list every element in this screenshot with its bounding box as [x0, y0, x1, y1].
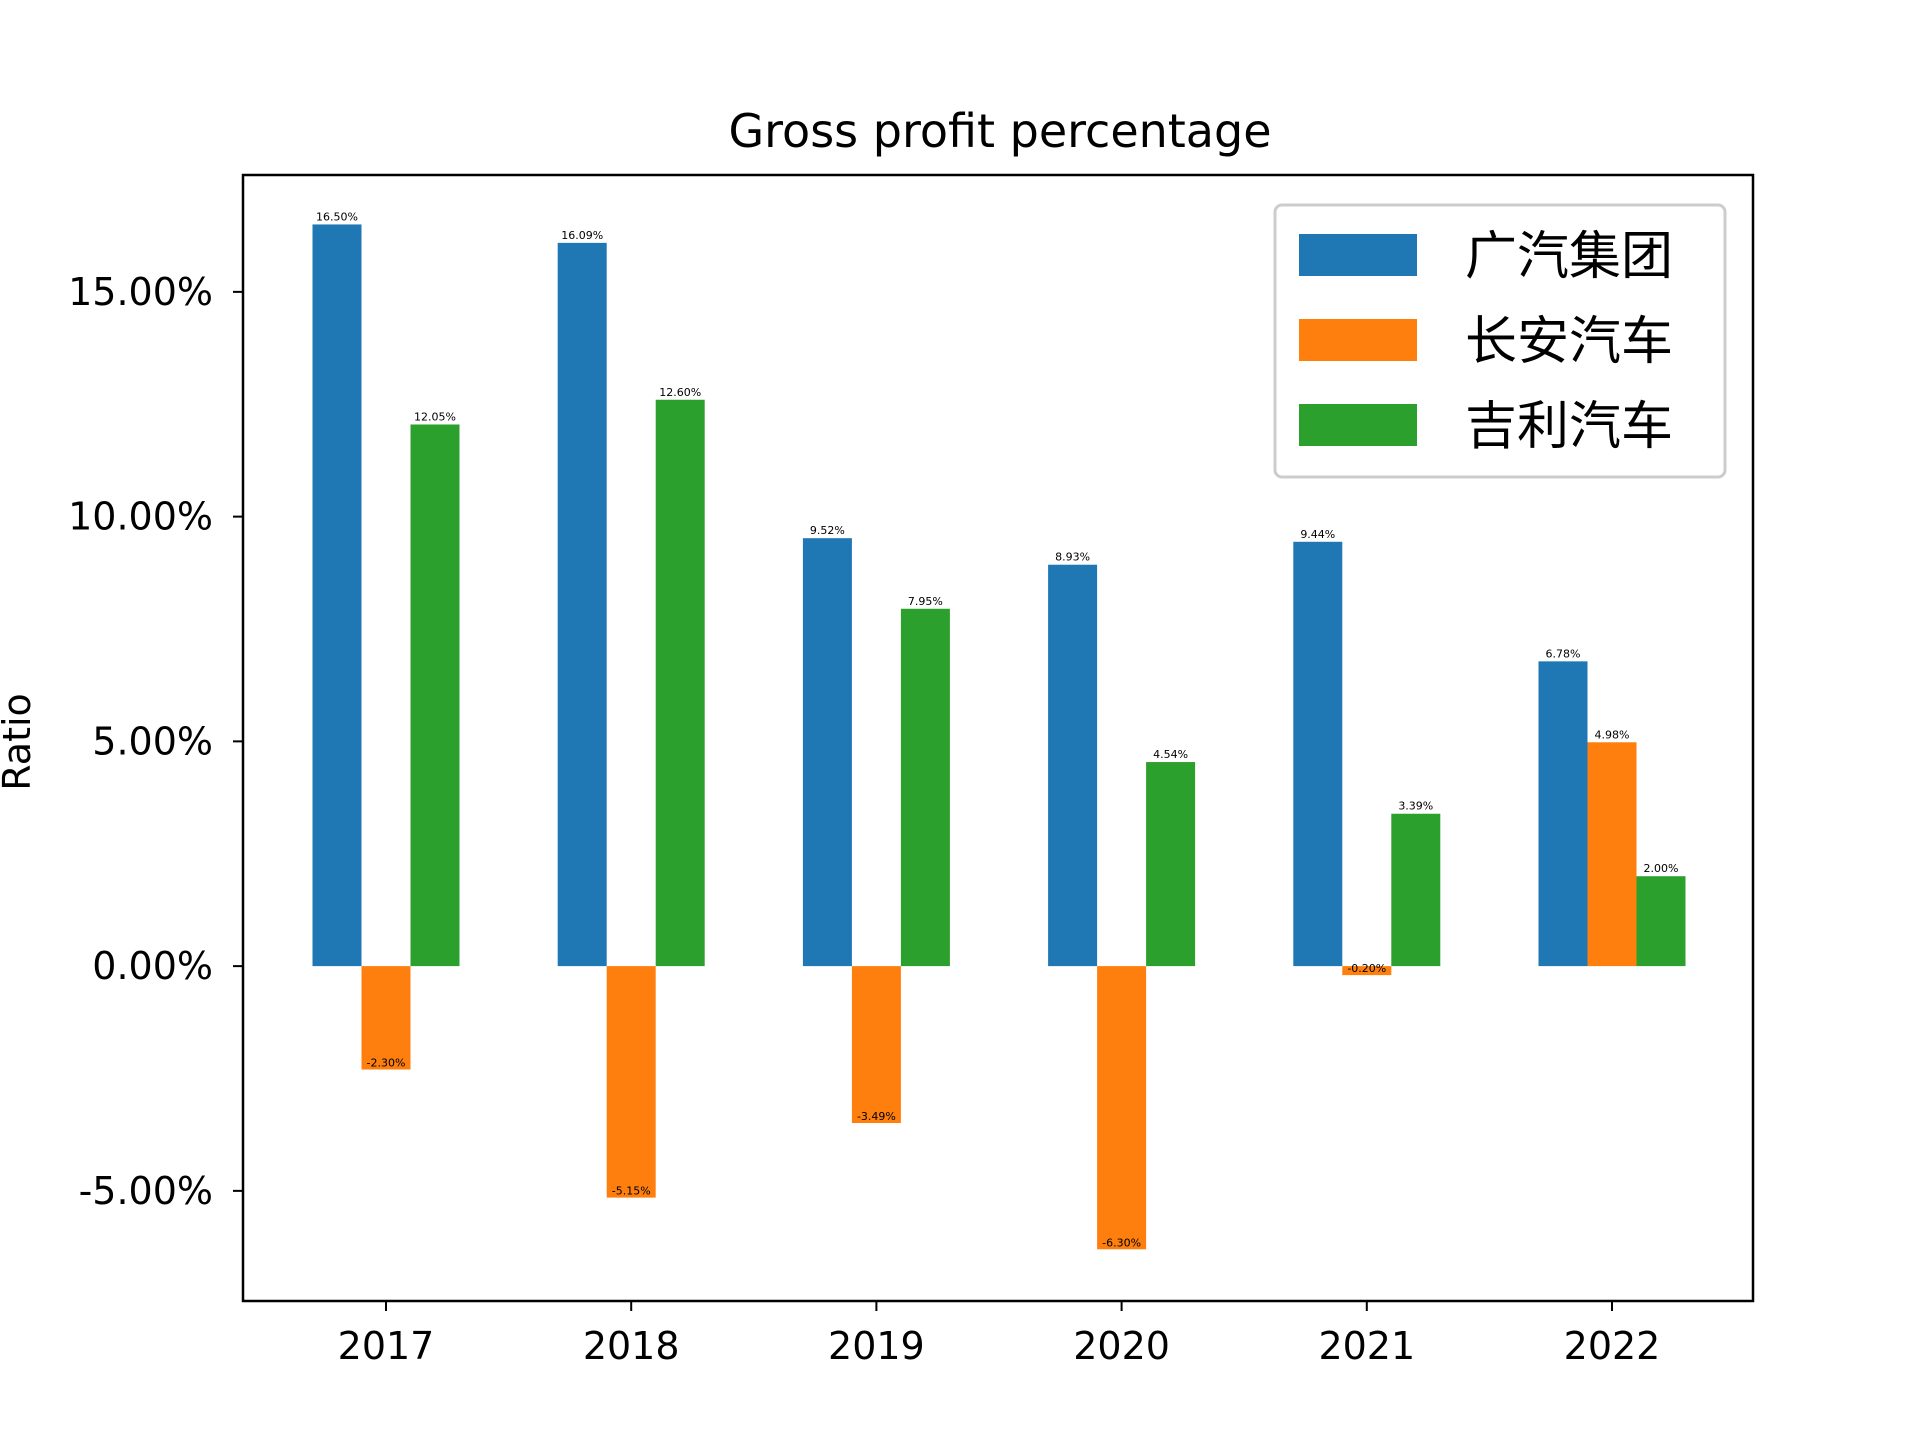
bar-2021-series-1 [1293, 541, 1343, 967]
bar-value-label: 4.54% [1153, 748, 1188, 761]
bar-2017-series-1 [312, 224, 362, 967]
chart-title: Gross profit percentage [729, 104, 1272, 158]
y-tick-label: 5.00% [92, 719, 213, 763]
legend-swatch [1299, 234, 1417, 276]
bar-2018-series-3 [655, 399, 705, 967]
bar-labels-group: 16.50% 16.09% 9.52% 8.93% 9.44% 6.78% -2.30% -5… [316, 210, 1678, 1249]
x-tick-label: 2021 [1318, 1324, 1415, 1368]
bar-2022-series-1 [1538, 661, 1588, 967]
y-tick-label: -5.00% [79, 1169, 213, 1213]
bar-2019-series-1 [802, 538, 852, 967]
legend-label: 吉利汽车 [1465, 397, 1673, 457]
bar-value-label: -5.15% [612, 1185, 651, 1198]
bar-2018-series-1 [557, 242, 607, 967]
plot-area-frame [241, 173, 1755, 1303]
legend-label: 长安汽车 [1465, 312, 1673, 372]
bar-2020-series-3 [1146, 762, 1196, 967]
bar-2020-series-1 [1048, 564, 1098, 967]
bar-2021-series-2 [1342, 966, 1392, 976]
bar-value-label: -6.30% [1102, 1236, 1141, 1249]
bar-2019-series-2 [851, 966, 901, 1123]
bar-2017-series-3 [410, 424, 460, 967]
bar-value-label: 4.98% [1595, 728, 1630, 741]
bar-value-label: 3.39% [1398, 800, 1433, 813]
bar-value-label: 16.50% [316, 210, 358, 223]
y-tick-label: 10.00% [68, 495, 213, 539]
bar-2022-series-3 [1636, 876, 1686, 967]
x-tick-label: 2018 [583, 1324, 680, 1368]
y-tick-label: 15.00% [68, 270, 213, 314]
bar-2022-series-2 [1587, 742, 1637, 967]
bar-2019-series-3 [900, 608, 950, 967]
y-axis-ticks: -5.00% 0.00% 5.00% 10.00% 15.00% [68, 270, 243, 1213]
bar-value-label: 7.95% [908, 595, 943, 608]
x-tick-label: 2022 [1564, 1324, 1661, 1368]
bar-value-label: 12.60% [659, 386, 701, 399]
bar-value-label: 6.78% [1546, 647, 1581, 660]
bar-2017-series-2 [361, 966, 411, 1070]
legend-swatch [1299, 319, 1417, 361]
bar-value-label: 8.93% [1055, 551, 1090, 564]
y-tick-label: 0.00% [92, 944, 213, 988]
bar-value-label: 9.52% [810, 524, 845, 537]
y-axis-label: Ratio [0, 693, 39, 791]
legend-label: 广汽集团 [1465, 227, 1673, 287]
bar-value-label: -2.30% [367, 1057, 406, 1070]
bars-group [312, 224, 1686, 1250]
x-tick-label: 2017 [338, 1324, 435, 1368]
x-tick-label: 2019 [828, 1324, 925, 1368]
bar-value-label: 12.05% [414, 410, 456, 423]
bar-value-label: -0.20% [1347, 962, 1386, 975]
bar-2020-series-2 [1097, 966, 1147, 1250]
bar-value-label: 16.09% [561, 229, 603, 242]
bar-value-label: 2.00% [1644, 862, 1679, 875]
bar-2021-series-3 [1391, 813, 1441, 967]
bar-value-label: 9.44% [1300, 528, 1335, 541]
bar-2018-series-2 [606, 966, 656, 1198]
legend-swatch [1299, 404, 1417, 446]
bar-value-label: -3.49% [857, 1110, 896, 1123]
x-axis-ticks: 2017 2018 2019 2020 2021 2022 [338, 1301, 1661, 1368]
x-tick-label: 2020 [1073, 1324, 1170, 1368]
